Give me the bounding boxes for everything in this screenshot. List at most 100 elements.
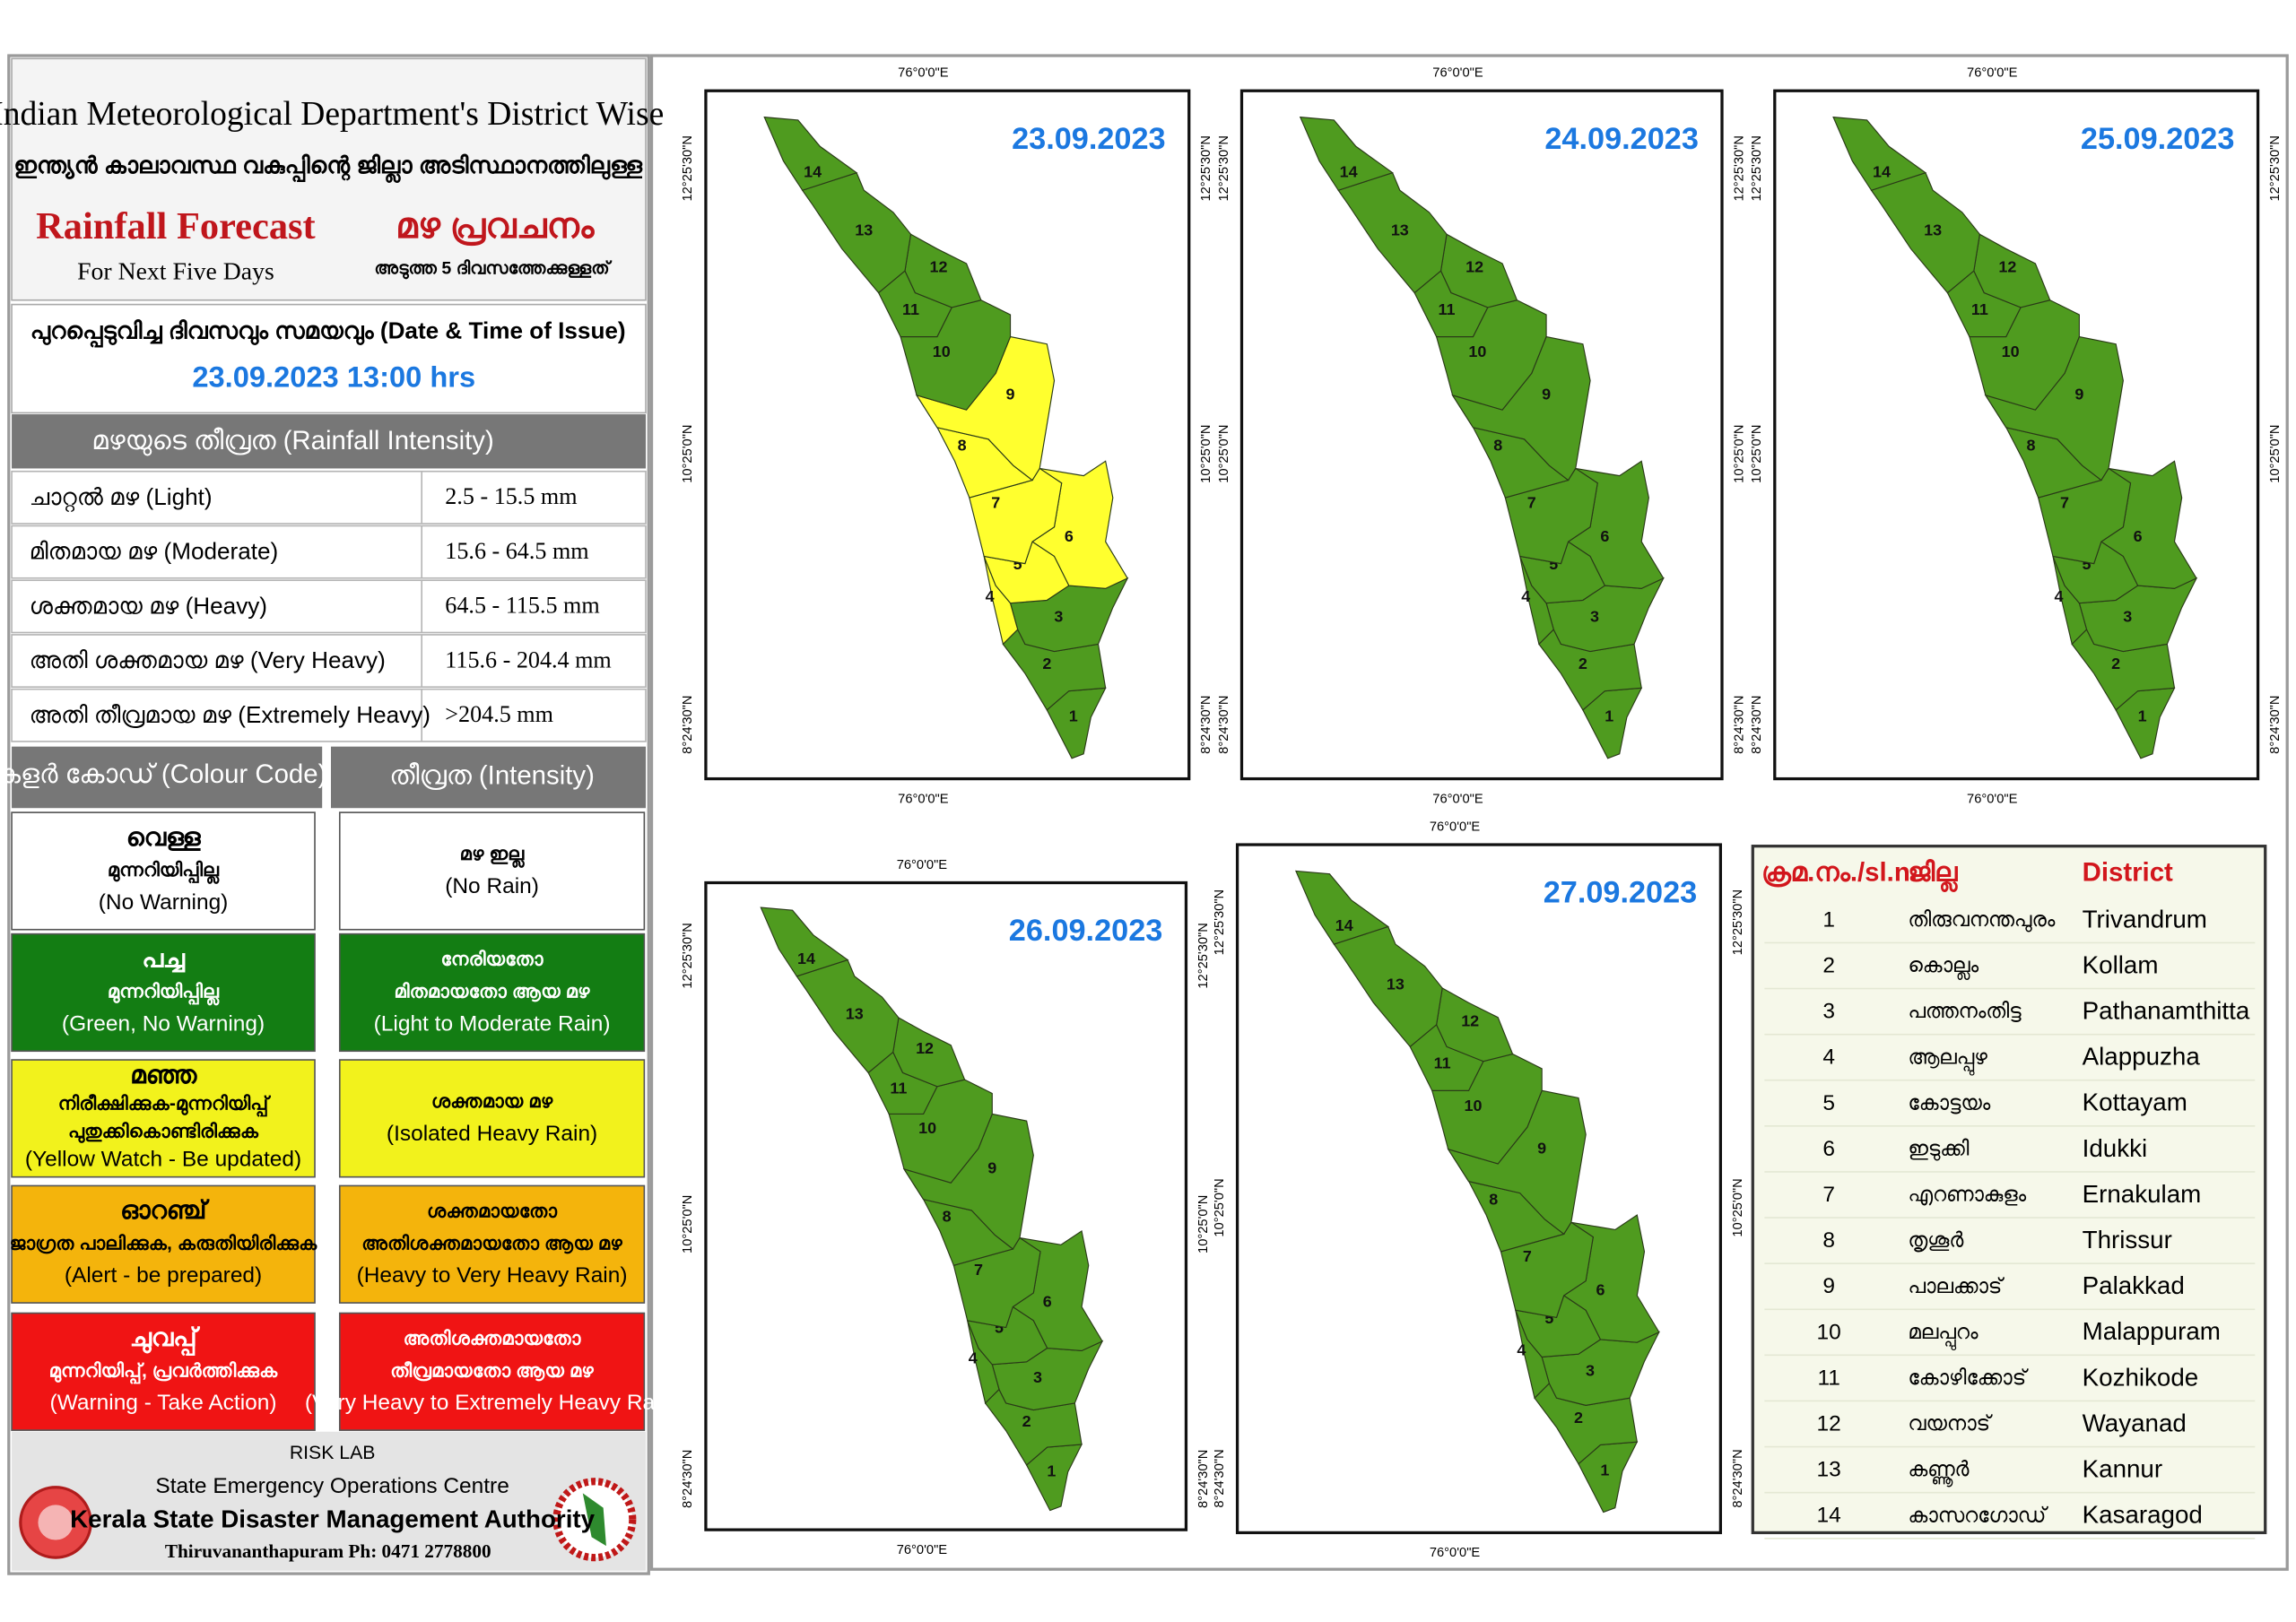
colour-text: മഞ്ഞ bbox=[130, 1061, 197, 1089]
longitude-label: 76°0'0"E bbox=[897, 858, 948, 872]
table-header: ക്രമ.നം./sl.n. bbox=[1761, 857, 1918, 887]
district-number: 3 bbox=[1590, 608, 1599, 626]
district bbox=[1439, 233, 1518, 308]
intensity-range: 115.6 - 204.4 mm bbox=[445, 646, 611, 672]
intensity-range: >204.5 mm bbox=[445, 701, 553, 727]
ksdma-logo-map bbox=[582, 1493, 606, 1547]
district bbox=[1973, 233, 2051, 308]
district-number: 9 bbox=[1537, 1139, 1546, 1157]
district-number: 5 bbox=[995, 1319, 1004, 1337]
latitude-label: 10°25'0"N bbox=[1199, 424, 1213, 482]
footer-line: Thiruvananthapuram Ph: 0471 2778800 bbox=[165, 1540, 491, 1562]
intensity-label: ശക്തമായ മഴ (Heavy) bbox=[30, 592, 267, 619]
district-en: Pathanamthitta bbox=[2083, 996, 2250, 1024]
intensity-col-heading: തീവ്രത (Intensity) bbox=[389, 761, 595, 791]
district-en: Kozhikode bbox=[2083, 1363, 2199, 1391]
intensity-label: ചാറ്റൽ മഴ (Light) bbox=[30, 483, 213, 512]
district-ml: പത്തനംതിട്ട bbox=[1908, 999, 2022, 1022]
district-number: 1 bbox=[2138, 707, 2147, 725]
latitude-label: 12°25'30"N bbox=[1213, 889, 1227, 956]
district-en: Wayanad bbox=[2083, 1409, 2187, 1436]
district-number: 12 bbox=[930, 258, 948, 276]
intensity-label: അതി ശക്തമായ മഴ (Very Heavy) bbox=[30, 646, 386, 673]
district-ml: കോട്ടയം bbox=[1908, 1090, 1990, 1114]
district-number: 5 bbox=[1549, 555, 1558, 573]
period: For Next Five Days bbox=[77, 258, 274, 286]
district-number: 7 bbox=[1527, 493, 1536, 511]
latitude-label: 12°25'30"N bbox=[1217, 135, 1231, 202]
district bbox=[1333, 925, 1443, 1048]
district-number: 2 bbox=[1578, 655, 1587, 672]
intensity-label: അതി തീവ്രമായ മഴ (Extremely Heavy) bbox=[30, 701, 430, 728]
colour-text: (Heavy to Very Heavy Rain) bbox=[357, 1263, 628, 1288]
intensity-row bbox=[11, 634, 647, 689]
district-number: 14 bbox=[1340, 162, 1358, 180]
colour-text: ശക്തമായതോ bbox=[427, 1201, 558, 1221]
district-ml: എറണാകുളം bbox=[1908, 1183, 2026, 1207]
intensity-row bbox=[11, 470, 647, 525]
district bbox=[760, 906, 849, 977]
colour-text: (Warning - Take Action) bbox=[50, 1391, 277, 1415]
colour-box bbox=[338, 932, 646, 1053]
district-number: 4 bbox=[1517, 1341, 1526, 1359]
colour-text: (No Warning) bbox=[99, 890, 229, 915]
latitude-label: 10°25'0"N bbox=[681, 424, 695, 482]
district-number: 6 bbox=[1043, 1293, 1052, 1311]
district-number: 11 bbox=[890, 1080, 907, 1097]
district-en: Malappuram bbox=[2083, 1317, 2221, 1345]
colour-box bbox=[11, 1312, 316, 1431]
district-ml: കാസറഗോഡ് bbox=[1908, 1503, 2048, 1526]
district-number: 5 bbox=[1544, 1309, 1553, 1327]
district-number: 8 bbox=[1493, 437, 1502, 455]
map-date: 27.09.2023 bbox=[1544, 876, 1698, 910]
kerala-emblem-center bbox=[38, 1505, 74, 1540]
district-number: 9 bbox=[1006, 386, 1015, 403]
colour-text: മുന്നറിയിപ്പില്ല bbox=[108, 981, 220, 1007]
forecast-title-ml: മഴ പ്രവചനം bbox=[396, 207, 595, 247]
district-number: 12 bbox=[1465, 258, 1483, 276]
latitude-label: 8°24'30"N bbox=[1213, 1449, 1227, 1507]
issue-box bbox=[11, 303, 647, 414]
district-number: 13 bbox=[1387, 976, 1405, 993]
district-number: 12 bbox=[916, 1039, 934, 1057]
longitude-label: 76°0'0"E bbox=[898, 66, 949, 81]
longitude-label: 76°0'0"E bbox=[1432, 66, 1483, 81]
longitude-label: 76°0'0"E bbox=[1967, 66, 2018, 81]
district bbox=[1870, 171, 1980, 294]
district-number: 4 bbox=[2055, 587, 2064, 605]
issue-label: പുറപ്പെടുവിച്ച ദിവസവും സമയവും (Date & Ti… bbox=[30, 317, 626, 349]
district-number: 3 bbox=[2123, 608, 2132, 626]
district-number: 7 bbox=[991, 493, 1000, 511]
district-en: Idukki bbox=[2083, 1134, 2148, 1162]
district-number: 1 bbox=[1047, 1462, 1056, 1479]
intensity-heading: മഴയുടെ തീവ്രത (Rainfall Intensity) bbox=[91, 426, 493, 456]
district-number: 10 bbox=[1468, 343, 1486, 360]
colour-box bbox=[11, 1184, 316, 1304]
district-number: 10 bbox=[1464, 1097, 1482, 1115]
colour-text: (Yellow Watch - Be updated) bbox=[25, 1147, 301, 1171]
district-number: 7 bbox=[1523, 1247, 1532, 1265]
intensity-heading-bar bbox=[12, 414, 647, 469]
district bbox=[801, 171, 912, 294]
longitude-label: 76°0'0"E bbox=[897, 1543, 948, 1557]
district-table bbox=[1751, 845, 2267, 1535]
colour-text: ഓറഞ്ച് bbox=[120, 1196, 210, 1224]
district-number: 1 bbox=[1605, 707, 1613, 725]
district-ml: ഇടുക്കി bbox=[1908, 1136, 1969, 1160]
longitude-label: 76°0'0"E bbox=[898, 792, 949, 806]
colour-box bbox=[338, 811, 646, 931]
district-en: Trivandrum bbox=[2083, 905, 2207, 932]
footer-line: Kerala State Disaster Management Authori… bbox=[70, 1505, 596, 1533]
colour-text: (Light to Moderate Rain) bbox=[374, 1011, 611, 1036]
district-number: 13 bbox=[846, 1005, 864, 1023]
latitude-label: 12°25'30"N bbox=[1199, 135, 1213, 202]
issue-value: 23.09.2023 13:00 hrs bbox=[192, 360, 475, 393]
footer-line: State Emergency Operations Centre bbox=[155, 1474, 509, 1498]
district-number: 3 bbox=[1054, 608, 1063, 626]
district-number: 6 bbox=[1065, 527, 1074, 545]
district-number: 9 bbox=[987, 1159, 996, 1177]
